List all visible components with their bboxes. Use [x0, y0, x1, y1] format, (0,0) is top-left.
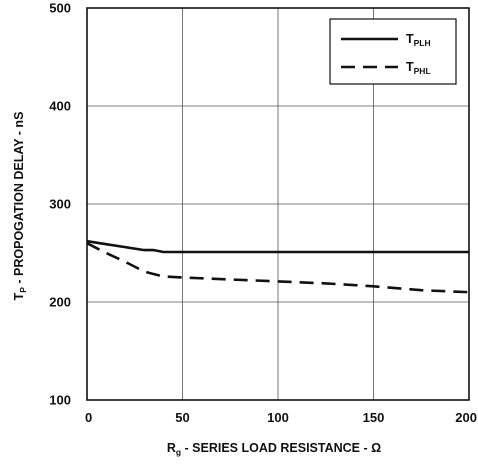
x-tick-labels: 0 50 100 150 200 [85, 410, 477, 425]
y-tick-label: 300 [49, 197, 71, 212]
y-tick-label: 500 [49, 1, 71, 16]
y-tick-labels: 100 200 300 400 500 [49, 1, 71, 408]
x-tick-label: 200 [455, 410, 477, 425]
x-axis-label-sub: g [176, 447, 181, 457]
y-axis-label-rest: - PROPOGATION DELAY - nS [12, 112, 26, 287]
legend: TPLH TPHL [329, 18, 457, 85]
legend-label-plh: TPLH [406, 32, 431, 48]
y-tick-label: 200 [49, 295, 71, 310]
y-axis-label-main: T [12, 292, 26, 300]
y-axis-label: TP - PROPOGATION DELAY - nS [12, 112, 28, 301]
legend-box [329, 18, 457, 85]
x-axis-label-rest: - SERIES LOAD RESISTANCE - Ω [181, 441, 381, 455]
y-tick-label: 400 [49, 99, 71, 114]
plot-frame [86, 7, 470, 401]
y-tick-label: 100 [49, 393, 71, 408]
series-layer [86, 239, 470, 294]
series-line-plh [86, 239, 469, 254]
x-tick-label: 100 [267, 410, 289, 425]
x-axis-label-main: R [167, 441, 176, 455]
x-tick-label: 150 [363, 410, 385, 425]
y-axis-label-sub: P [18, 287, 28, 293]
x-tick-label: 0 [85, 410, 92, 425]
x-tick-label: 50 [175, 410, 189, 425]
x-axis-label: Rg - SERIES LOAD RESISTANCE - Ω [167, 441, 381, 457]
legend-label-phl: TPHL [406, 60, 431, 76]
